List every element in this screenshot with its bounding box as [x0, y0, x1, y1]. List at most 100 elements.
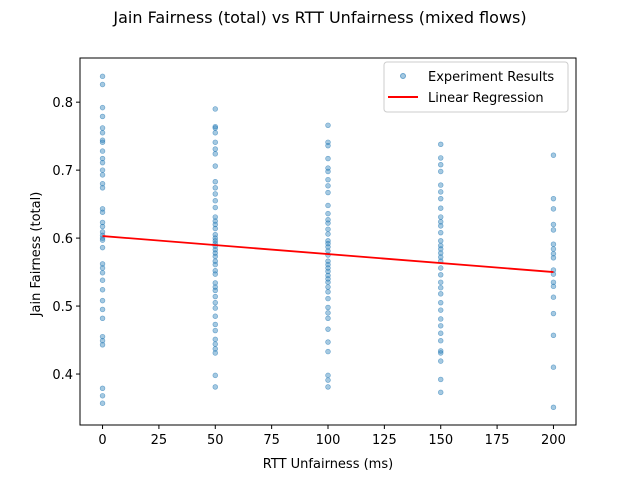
data-point	[212, 336, 218, 343]
data-point	[325, 244, 331, 250]
scatter-points	[99, 73, 557, 411]
plot-area: 0 25 50 75 100 125 150 175 200 0.4 0.5 0.6 0.7 0.8	[52, 57, 577, 448]
data-point	[438, 182, 444, 188]
x-tick-label: 75	[263, 433, 280, 448]
data-point	[99, 130, 106, 136]
data-point	[438, 291, 444, 297]
data-point	[325, 377, 331, 383]
data-point	[550, 221, 557, 228]
data-point	[212, 198, 218, 204]
data-point	[325, 304, 331, 311]
data-point	[212, 146, 218, 152]
data-point	[325, 238, 331, 244]
data-point	[99, 148, 106, 154]
data-point	[212, 125, 218, 131]
data-point	[550, 206, 557, 212]
data-point	[438, 223, 444, 229]
data-point	[325, 284, 331, 290]
data-point	[325, 226, 331, 232]
data-point	[212, 123, 218, 130]
data-point	[212, 327, 218, 334]
data-point	[212, 214, 218, 220]
data-point	[550, 251, 557, 257]
data-point	[438, 299, 444, 306]
data-point	[325, 268, 331, 275]
y-tick-label: 0.7	[52, 164, 73, 179]
data-point	[99, 125, 106, 131]
regression-layer	[102, 235, 554, 273]
legend-box	[383, 61, 569, 113]
x-tick-label: 0	[98, 433, 106, 448]
data-point	[99, 137, 106, 143]
legend-label-experiment: Experiment Results	[428, 70, 554, 85]
data-point	[550, 241, 557, 247]
data-point	[99, 237, 106, 243]
data-point	[99, 209, 106, 215]
data-point	[99, 139, 106, 145]
data-point	[212, 384, 218, 390]
data-point	[99, 385, 106, 391]
legend: Experiment Results Linear Regression	[383, 61, 569, 113]
data-point	[438, 168, 444, 175]
data-point	[325, 310, 331, 316]
data-point	[325, 168, 331, 175]
data-point	[550, 195, 557, 202]
data-point	[99, 73, 106, 80]
data-point	[212, 293, 218, 300]
data-point	[99, 244, 106, 251]
data-point	[438, 246, 444, 252]
y-axis-ticks: 0.4 0.5 0.6 0.7 0.8	[52, 96, 80, 383]
data-point	[325, 231, 331, 237]
data-point	[325, 122, 331, 128]
data-point	[212, 163, 218, 169]
data-point	[212, 235, 218, 241]
x-axis-ticks: 0 25 50 75 100 125 150 175 200	[98, 425, 566, 448]
x-tick-label: 150	[428, 433, 453, 448]
data-point	[550, 364, 557, 370]
data-point	[550, 152, 557, 158]
data-point	[212, 130, 218, 136]
data-point	[550, 227, 557, 233]
data-point	[438, 358, 444, 364]
data-point	[212, 287, 218, 294]
data-point	[212, 350, 218, 356]
data-point	[212, 253, 218, 260]
data-point	[438, 219, 444, 225]
data-point	[325, 155, 331, 162]
data-point	[99, 306, 106, 313]
y-tick-label: 0.8	[52, 96, 73, 111]
y-axis-label: Jain Fairness (total)	[29, 192, 44, 318]
data-point	[325, 289, 331, 295]
data-point	[325, 142, 331, 149]
data-point	[212, 321, 218, 328]
data-point	[550, 404, 557, 411]
data-point	[550, 310, 557, 317]
data-point	[550, 332, 557, 338]
data-point	[438, 272, 444, 278]
data-point	[438, 229, 444, 236]
data-point	[438, 205, 444, 211]
data-point	[438, 189, 444, 195]
data-point	[212, 185, 218, 191]
y-tick-label: 0.6	[52, 232, 73, 247]
x-tick-label: 100	[316, 433, 341, 448]
data-point	[325, 372, 331, 379]
data-point	[325, 176, 331, 183]
regression-line	[102, 235, 554, 273]
data-point	[325, 326, 331, 332]
data-point	[99, 265, 106, 271]
data-point	[325, 202, 331, 209]
data-point	[212, 313, 218, 319]
data-point	[212, 191, 218, 197]
data-point	[325, 220, 331, 226]
data-point	[212, 280, 218, 286]
data-point	[212, 261, 218, 268]
x-tick-label: 125	[372, 433, 397, 448]
data-point	[438, 162, 444, 168]
x-tick-label: 175	[485, 433, 510, 448]
data-point	[212, 346, 218, 352]
data-point	[212, 106, 218, 112]
data-point	[438, 376, 444, 383]
data-point	[99, 333, 106, 340]
data-point	[212, 238, 218, 244]
